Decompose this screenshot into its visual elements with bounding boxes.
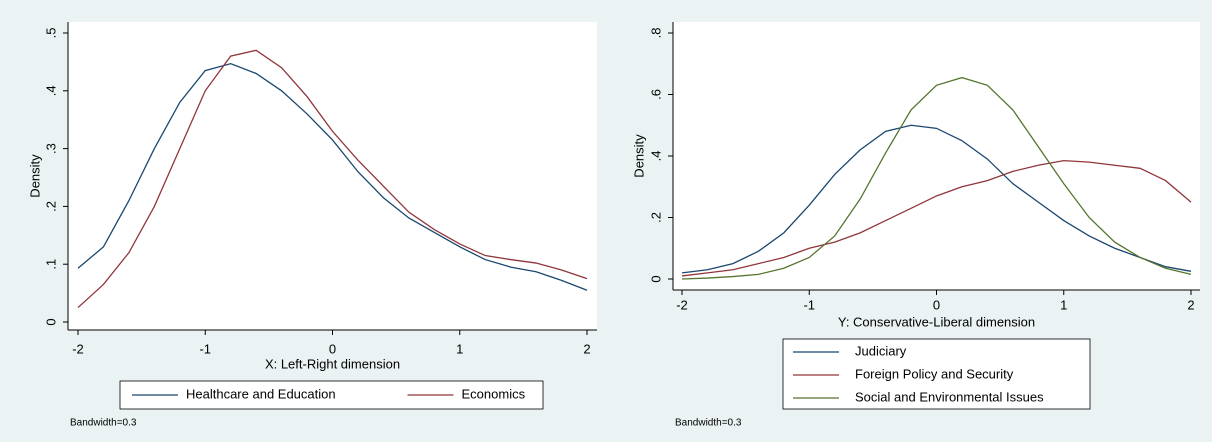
line-series — [681, 76, 1192, 280]
y-tick-label: .2 — [43, 201, 58, 212]
legend-label: Foreign Policy and Security — [855, 366, 1014, 381]
plot-area — [68, 22, 597, 330]
x-axis-label: Y: Conservative-Liberal dimension — [838, 314, 1035, 329]
y-tick-label: .6 — [648, 89, 663, 100]
legend-label: Judiciary — [855, 343, 907, 358]
y-axis-label: Density — [631, 134, 646, 178]
y-tick-label: 0 — [648, 275, 663, 282]
y-tick-label: .5 — [43, 28, 58, 39]
x-tick-label: -1 — [199, 341, 211, 356]
x-tick-label: 1 — [456, 341, 463, 356]
note: Bandwidth=0.3 — [675, 418, 742, 429]
x-tick-label: 2 — [1187, 297, 1194, 312]
line-series — [77, 49, 588, 309]
legend-label: Economics — [462, 386, 526, 401]
x-axis-label: X: Left-Right dimension — [265, 356, 400, 371]
x-tick-label: -2 — [676, 297, 688, 312]
y-tick-label: .8 — [648, 28, 663, 39]
x-tick-label: 2 — [583, 341, 590, 356]
y-tick-label: .4 — [648, 151, 663, 162]
line-series — [77, 62, 588, 291]
y-tick-label: .3 — [43, 143, 58, 154]
legend-label: Social and Environmental Issues — [855, 389, 1044, 404]
y-axis-label: Density — [27, 154, 42, 198]
x-tick-label: 1 — [1060, 297, 1067, 312]
legend-label: Healthcare and Education — [186, 386, 336, 401]
x-tick-label: 0 — [933, 297, 940, 312]
x-tick-label: 0 — [329, 341, 336, 356]
y-tick-label: 0 — [43, 318, 58, 325]
x-tick-label: -1 — [803, 297, 815, 312]
legend-box — [119, 380, 544, 410]
plot-area — [673, 22, 1200, 290]
y-tick-label: .1 — [43, 259, 58, 270]
legend-box — [782, 338, 1091, 410]
y-tick-label: .4 — [43, 85, 58, 96]
note: Bandwidth=0.3 — [70, 418, 137, 429]
y-tick-label: .2 — [648, 212, 663, 223]
x-tick-label: -2 — [72, 341, 84, 356]
line-series — [681, 159, 1192, 277]
line-series — [681, 124, 1192, 274]
